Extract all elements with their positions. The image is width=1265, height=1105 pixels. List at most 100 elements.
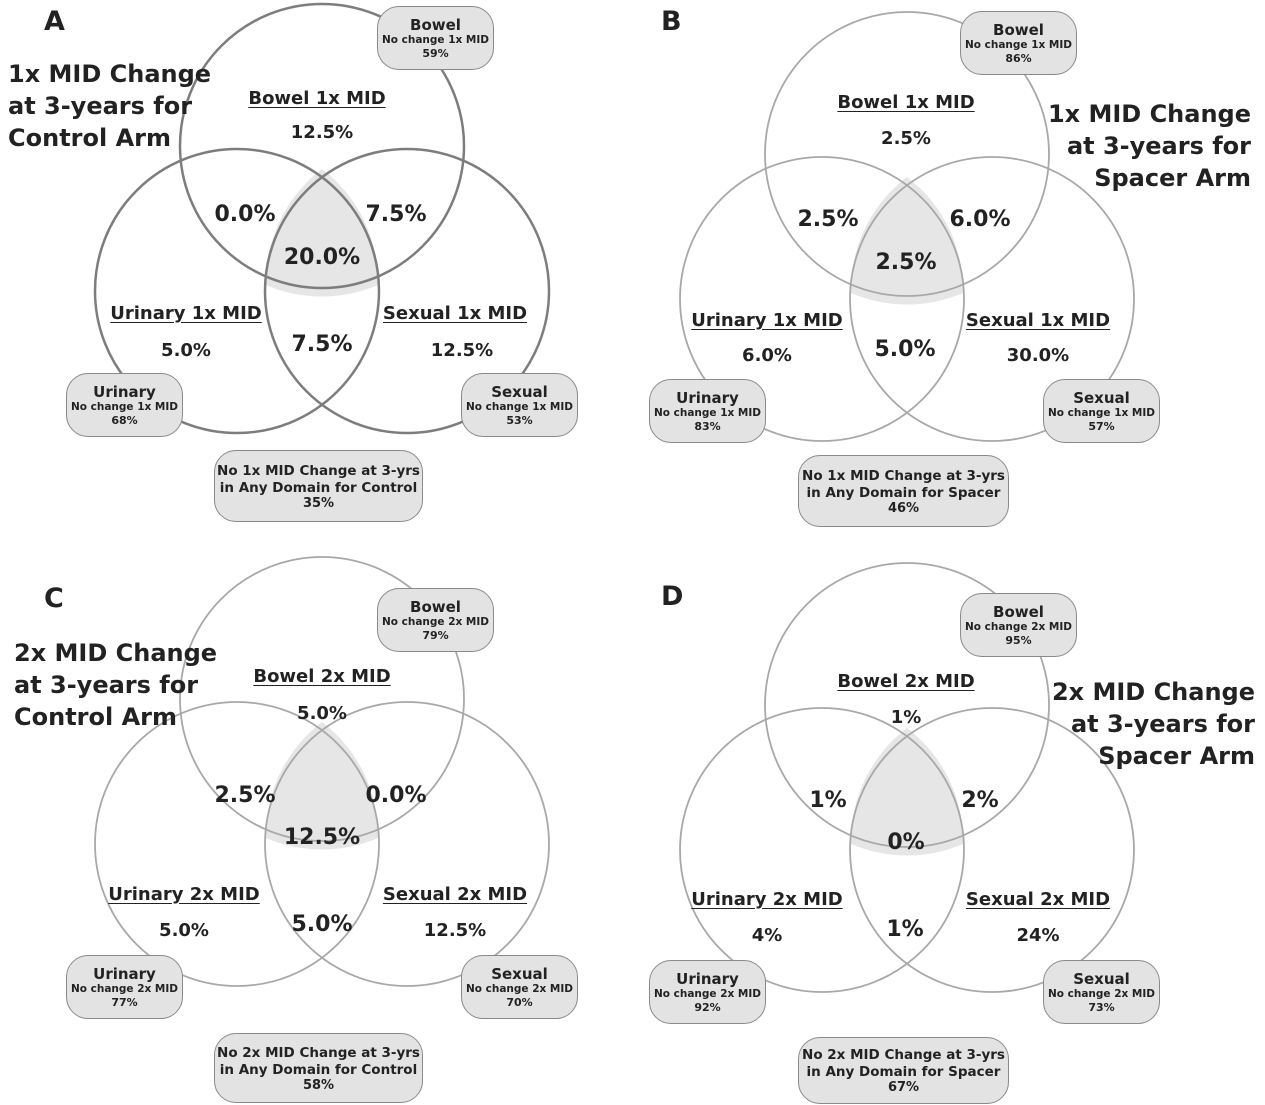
bowel-no-change-bubble-c: Bowel No change 2x MID 79% — [377, 588, 494, 652]
bubble-subtitle: No change 2x MID — [70, 983, 178, 995]
bubble-title: Urinary — [93, 383, 156, 401]
no-change-any-domain-bubble-b: No 1x MID Change at 3-yrs in Any Domain … — [798, 455, 1009, 527]
title-line-3: Spacer Arm — [1094, 164, 1251, 192]
bubble-line-2: in Any Domain for Spacer — [806, 1064, 1001, 1080]
sexual-label-d: Sexual 2x MID — [965, 889, 1111, 910]
bowel-circle-a — [178, 2, 466, 290]
bowel-value-a: 12.5% — [290, 122, 354, 143]
sexual-no-change-bubble-b: Sexual No change 1x MID 57% — [1043, 379, 1160, 443]
bubble-title: Urinary — [676, 970, 739, 988]
bowel-circle-c — [179, 556, 465, 842]
bubble-subtitle: No change 1x MID — [653, 407, 761, 419]
sexual-circle-b — [849, 156, 1135, 442]
bubble-percent: 46% — [887, 500, 920, 516]
urinary-sexual-value-a: 7.5% — [291, 332, 353, 357]
sexual-value-d: 24% — [1016, 925, 1060, 946]
bubble-title: Bowel — [410, 16, 461, 34]
bubble-percent: 77% — [111, 996, 138, 1009]
bubble-percent: 95% — [1005, 634, 1032, 647]
bubble-percent: 70% — [506, 996, 533, 1009]
panel-letter-b: B — [661, 6, 682, 37]
bubble-percent: 83% — [694, 420, 721, 433]
urinary-value-d: 4% — [751, 925, 783, 946]
center-value-d: 0% — [887, 830, 925, 855]
bowel-urinary-value-d: 1% — [809, 788, 847, 813]
urinary-no-change-bubble-c: Urinary No change 2x MID 77% — [66, 955, 183, 1019]
bubble-subtitle: No change 1x MID — [1047, 407, 1155, 419]
bubble-subtitle: No change 1x MID — [70, 401, 178, 413]
title-line-3: Control Arm — [14, 703, 177, 731]
panel-letter-c: C — [44, 583, 64, 614]
urinary-no-change-bubble-a: Urinary No change 1x MID 68% — [66, 373, 183, 437]
urinary-circle-b — [679, 156, 965, 442]
triple-overlap-a — [265, 169, 379, 297]
sexual-label-a: Sexual 1x MID — [382, 303, 528, 324]
no-change-any-domain-bubble-d: No 2x MID Change at 3-yrs in Any Domain … — [798, 1037, 1009, 1104]
panel-title-c: 2x MID Change at 3-years for Control Arm — [14, 637, 217, 733]
sexual-circle-c — [264, 701, 550, 987]
bowel-no-change-bubble-a: Bowel No change 1x MID 59% — [377, 6, 494, 70]
bowel-value-d: 1% — [890, 707, 922, 728]
bowel-sexual-value-c: 0.0% — [365, 783, 427, 808]
panel-c: C 2x MID Change at 3-years for Control A… — [0, 553, 632, 1105]
bubble-percent: 59% — [422, 47, 449, 60]
sexual-no-change-bubble-d: Sexual No change 2x MID 73% — [1043, 960, 1160, 1024]
urinary-value-a: 5.0% — [161, 340, 211, 361]
panel-b: B 1x MID Change at 3-years for Spacer Ar… — [633, 0, 1265, 552]
bowel-urinary-value-b: 2.5% — [797, 207, 859, 232]
bubble-title: Sexual — [491, 965, 548, 983]
title-line-2: at 3-years for — [14, 671, 199, 699]
bowel-label-b: Bowel 1x MID — [837, 92, 975, 113]
bubble-title: Sexual — [491, 383, 548, 401]
bubble-subtitle: No change 1x MID — [381, 34, 489, 46]
bowel-value-b: 2.5% — [881, 128, 931, 149]
bubble-percent: 73% — [1088, 1001, 1115, 1014]
center-value-a: 20.0% — [283, 245, 361, 270]
bubble-subtitle: No change 2x MID — [653, 988, 761, 1000]
bubble-line-2: in Any Domain for Control — [219, 1061, 418, 1078]
bowel-label-d: Bowel 2x MID — [837, 671, 975, 692]
title-line-3: Spacer Arm — [1098, 742, 1255, 770]
panel-title-a: 1x MID Change at 3-years for Control Arm — [8, 58, 211, 154]
center-value-b: 2.5% — [875, 250, 937, 275]
bowel-label-a: Bowel 1x MID — [248, 88, 386, 109]
bubble-percent: 68% — [111, 414, 138, 427]
bubble-subtitle: No change 2x MID — [964, 621, 1072, 633]
bubble-percent: 57% — [1088, 420, 1115, 433]
title-line-1: 2x MID Change — [14, 639, 218, 667]
title-line-2: at 3-years for — [1070, 710, 1255, 738]
bubble-percent: 58% — [302, 1077, 335, 1093]
bowel-no-change-bubble-b: Bowel No change 1x MID 86% — [960, 11, 1077, 75]
sexual-no-change-bubble-c: Sexual No change 2x MID 70% — [461, 955, 578, 1019]
bubble-line-1: No 1x MID Change at 3-yrs — [217, 462, 420, 479]
triple-overlap-b — [850, 177, 964, 305]
sexual-value-a: 12.5% — [430, 340, 494, 361]
bubble-line-1: No 2x MID Change at 3-yrs — [217, 1044, 420, 1061]
panel-title-d: 2x MID Change at 3-years for Spacer Arm — [1052, 676, 1255, 772]
urinary-label-d: Urinary 2x MID — [691, 889, 843, 910]
panel-letter-a: A — [44, 6, 65, 37]
urinary-sexual-value-b: 5.0% — [874, 337, 936, 362]
bowel-value-c: 5.0% — [297, 703, 347, 724]
bubble-title: Bowel — [993, 603, 1044, 621]
title-line-3: Control Arm — [8, 124, 171, 152]
title-line-1: 2x MID Change — [1051, 678, 1255, 706]
bubble-subtitle: No change 2x MID — [1047, 988, 1155, 1000]
urinary-sexual-value-d: 1% — [886, 917, 924, 942]
sexual-value-c: 12.5% — [423, 920, 487, 941]
panel-d: D 2x MID Change at 3-years for Spacer Ar… — [633, 553, 1265, 1105]
center-value-c: 12.5% — [283, 825, 361, 850]
panel-a: A 1x MID Change at 3-years for Control A… — [0, 0, 632, 552]
urinary-sexual-value-c: 5.0% — [291, 912, 353, 937]
bubble-title: Sexual — [1073, 970, 1130, 988]
bubble-title: Sexual — [1073, 389, 1130, 407]
urinary-no-change-bubble-b: Urinary No change 1x MID 83% — [649, 379, 766, 443]
title-line-2: at 3-years for — [8, 92, 193, 120]
urinary-value-b: 6.0% — [742, 345, 792, 366]
urinary-label-a: Urinary 1x MID — [110, 303, 262, 324]
bubble-line-2: in Any Domain for Spacer — [806, 484, 1001, 501]
bowel-sexual-value-d: 2% — [961, 788, 999, 813]
sexual-label-b: Sexual 1x MID — [965, 310, 1111, 331]
no-change-any-domain-bubble-a: No 1x MID Change at 3-yrs in Any Domain … — [214, 450, 423, 522]
sexual-circle-a — [263, 147, 551, 435]
